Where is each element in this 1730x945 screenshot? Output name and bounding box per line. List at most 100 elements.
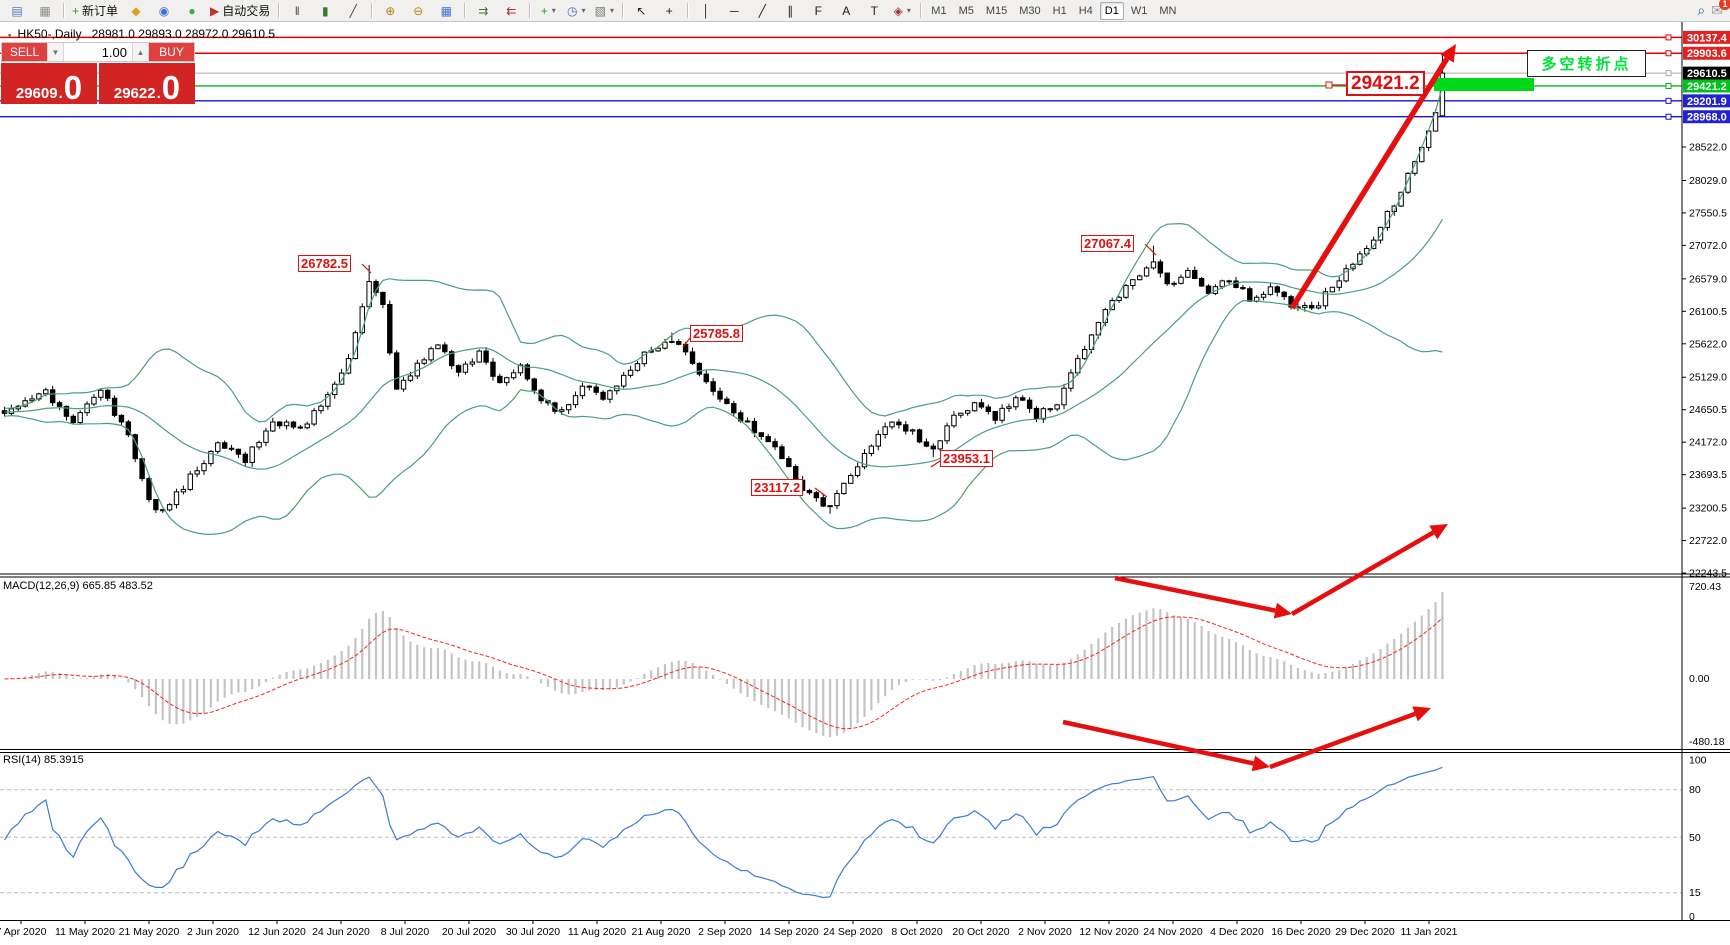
- search-icon[interactable]: ⌕: [1697, 2, 1705, 19]
- rsi-pane[interactable]: [0, 766, 1682, 899]
- equidistant-channel-icon[interactable]: ∥: [777, 2, 803, 20]
- templates-dropdown-dropdown-arrow[interactable]: ▾: [609, 6, 614, 15]
- candle-body: [593, 386, 599, 393]
- volume-increase-button[interactable]: ▲: [132, 43, 149, 61]
- candle-body: [1013, 397, 1019, 408]
- new-order-button: +: [72, 3, 80, 18]
- date-label: 11 Jan 2021: [1400, 926, 1457, 938]
- candle-body: [263, 430, 269, 443]
- candle-body: [1240, 286, 1246, 290]
- metaeditor-icon[interactable]: ◆: [123, 2, 149, 20]
- candle-body: [1026, 399, 1033, 409]
- candle-body: [215, 442, 221, 452]
- arrows-icon-dropdown-arrow[interactable]: ▾: [906, 6, 911, 15]
- date-label: 21 Aug 2020: [632, 926, 691, 938]
- timeframe-mn[interactable]: MN: [1159, 4, 1177, 17]
- candle-body: [1322, 291, 1329, 307]
- timeframe-w1[interactable]: W1: [1130, 4, 1148, 17]
- candle-body: [187, 473, 193, 490]
- date-label: 7 Apr 2020: [0, 926, 47, 938]
- indicators-button[interactable]: + ▾: [535, 2, 561, 20]
- sell-price-display[interactable]: 29609 . 0: [1, 63, 97, 104]
- buy-button[interactable]: BUY: [149, 43, 194, 61]
- timeframe-m15[interactable]: M15: [985, 4, 1008, 17]
- candle-body: [820, 497, 826, 507]
- level-end-marker: [1665, 70, 1672, 77]
- price-annotation-label: 26782.5: [298, 255, 351, 272]
- chart-shift-icon[interactable]: ⇇: [498, 2, 524, 20]
- zoom-in-icon[interactable]: ⊕: [377, 2, 403, 20]
- volume-input[interactable]: [64, 43, 132, 61]
- indicators-button-dropdown-arrow[interactable]: ▾: [551, 6, 556, 15]
- line-chart-icon[interactable]: ╱: [340, 2, 366, 20]
- timeframe-h1[interactable]: H1: [1052, 4, 1067, 17]
- new-chart-icon[interactable]: ▤: [4, 2, 30, 20]
- support-flag: [1683, 94, 1730, 108]
- cursor-icon[interactable]: ↖: [628, 2, 654, 20]
- candle-body: [744, 420, 751, 423]
- crosshair-icon[interactable]: +: [656, 2, 682, 20]
- vertical-line-icon[interactable]: │: [693, 2, 719, 20]
- main-chart-pane[interactable]: [1, 53, 1446, 536]
- new-order-button[interactable]: + 新订单: [69, 2, 121, 20]
- candle-body: [208, 450, 214, 465]
- candle-body: [428, 348, 434, 361]
- trendline-icon: ╱: [758, 3, 766, 18]
- periods-dropdown-dropdown-arrow[interactable]: ▾: [581, 6, 586, 15]
- auto-scroll-icon[interactable]: ⇉: [470, 2, 496, 20]
- candle-body: [779, 446, 785, 460]
- timeframe-h4[interactable]: H4: [1078, 4, 1093, 17]
- candle-body: [765, 436, 771, 443]
- timeframe-m30[interactable]: M30: [1019, 4, 1041, 17]
- autotrading-button[interactable]: ▶ 自动交易: [207, 2, 273, 20]
- pivot-flag-label: 29421.2: [1687, 81, 1727, 93]
- buy-price-display[interactable]: 29622 . 0: [99, 63, 195, 104]
- zoom-out-icon[interactable]: ⊖: [405, 2, 431, 20]
- volume-decrease-button[interactable]: ▼: [47, 43, 64, 61]
- text-icon[interactable]: A: [833, 2, 859, 20]
- templates-dropdown[interactable]: ▧ ▾: [591, 2, 617, 20]
- timeframe-m5[interactable]: M5: [958, 4, 974, 17]
- candle-body: [449, 351, 455, 367]
- trend-arrow-shaft: [1114, 575, 1276, 613]
- arrows-icon[interactable]: ◈ ▾: [889, 2, 915, 20]
- candle-body: [1398, 191, 1404, 207]
- bar-chart-icon[interactable]: ‖: [284, 2, 310, 20]
- fibonacci-icon[interactable]: F: [805, 2, 831, 20]
- timeframe-m1[interactable]: M1: [931, 4, 947, 17]
- chart-symbol-icon: ▪: [8, 30, 12, 40]
- candle-body: [841, 482, 847, 495]
- horizontal-line-icon[interactable]: ─: [721, 2, 747, 20]
- sell-button[interactable]: SELL: [2, 43, 47, 61]
- candle-body: [139, 458, 145, 480]
- candle-body: [1143, 267, 1150, 277]
- candle-body: [277, 421, 283, 427]
- candle-body: [455, 365, 462, 373]
- candle-body: [1130, 279, 1136, 287]
- periods-dropdown[interactable]: ◷ ▾: [563, 2, 589, 20]
- tile-windows-icon[interactable]: ▦: [433, 2, 459, 20]
- bollinger-middle-band: [4, 218, 1443, 470]
- candle-body: [1309, 304, 1315, 309]
- market-icon[interactable]: ●: [179, 2, 205, 20]
- candle-body: [676, 340, 682, 345]
- tile-windows-icon: ▦: [440, 3, 452, 18]
- macd-tick-label: 720.43: [1689, 581, 1721, 593]
- candle-body: [1205, 285, 1212, 294]
- candle-body: [311, 410, 317, 425]
- candlestick-icon[interactable]: ▮: [312, 2, 338, 20]
- profiles-icon[interactable]: ▦: [32, 2, 58, 20]
- signals-icon[interactable]: ◉: [151, 2, 177, 20]
- level-end-marker: [1665, 97, 1672, 104]
- candle-body: [916, 429, 923, 443]
- timeframe-d1[interactable]: D1: [1099, 1, 1124, 20]
- toolbar-separator: [278, 3, 280, 18]
- periods-dropdown: ◷: [567, 3, 578, 18]
- candle-body: [442, 344, 448, 353]
- label-icon[interactable]: T: [861, 2, 887, 20]
- macd-signal-line: [4, 616, 1443, 730]
- community-icon[interactable]: ✉ 1: [1711, 0, 1730, 19]
- macd-pane[interactable]: [3, 591, 1444, 738]
- trendline-icon[interactable]: ╱: [749, 2, 775, 20]
